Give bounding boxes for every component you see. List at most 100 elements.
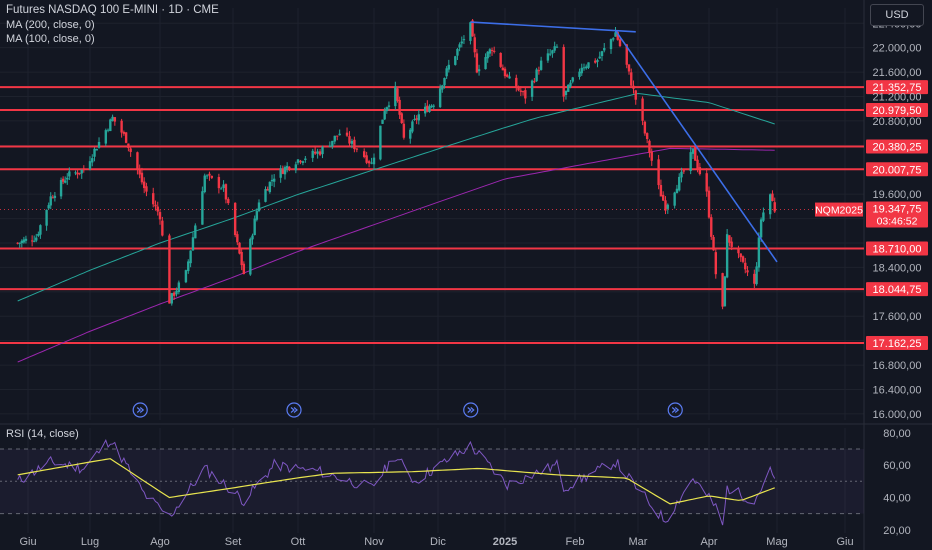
candle-body xyxy=(486,51,489,59)
candle-body xyxy=(714,252,717,275)
candle-body xyxy=(650,151,653,161)
candle-body xyxy=(331,140,334,147)
candle-body xyxy=(316,151,319,154)
level-label: 20.007,75 xyxy=(873,164,922,176)
candle-body xyxy=(299,160,302,163)
candle-body xyxy=(596,60,599,62)
candle-body xyxy=(400,113,403,124)
candle-body xyxy=(113,117,117,122)
candle-body xyxy=(424,106,427,114)
candle-body xyxy=(539,60,543,70)
ma100-legend[interactable]: MA (100, close, 0) xyxy=(6,33,95,45)
currency-button[interactable]: USD xyxy=(870,4,924,26)
candle-body xyxy=(142,181,146,189)
candle-body xyxy=(632,85,635,89)
candle-body xyxy=(205,175,209,177)
rsi-tick-label: 40,00 xyxy=(883,492,911,504)
candle-body xyxy=(641,98,644,121)
event-icon-arrow xyxy=(290,407,298,413)
y-tick-label: 16.000,00 xyxy=(873,409,922,421)
x-tick-label: Mar xyxy=(629,536,648,548)
ma200-line xyxy=(17,147,775,363)
candle-body xyxy=(51,197,54,199)
candle-body xyxy=(18,242,21,244)
candle-body xyxy=(710,217,713,237)
candle-body xyxy=(694,147,697,161)
candle-body xyxy=(362,151,366,158)
candle-body xyxy=(430,105,433,108)
candle-body xyxy=(355,148,359,150)
candle-body xyxy=(93,148,96,157)
candle-body xyxy=(659,185,663,197)
candle-body xyxy=(95,149,98,151)
candle-body xyxy=(530,80,534,97)
candle-body xyxy=(769,194,772,215)
event-icon xyxy=(132,402,148,418)
candle-body xyxy=(567,84,570,92)
candle-body xyxy=(227,199,230,204)
rsi-tick-label: 60,00 xyxy=(883,460,911,472)
level-tag xyxy=(866,335,928,350)
candle-body xyxy=(499,52,502,67)
candle-body xyxy=(648,140,651,153)
candle-body xyxy=(80,169,83,174)
candle-body xyxy=(484,57,487,70)
candle-body xyxy=(571,77,574,82)
candle-body xyxy=(61,178,65,182)
candle-body xyxy=(402,123,406,138)
candle-body xyxy=(301,161,305,163)
candle-body xyxy=(97,141,101,148)
candle-body xyxy=(224,184,228,200)
candle-body xyxy=(411,121,414,132)
candle-body xyxy=(490,49,494,51)
level-label: 21.352,75 xyxy=(873,82,922,94)
candle-body xyxy=(264,189,267,202)
candle-body xyxy=(47,205,50,209)
candle-body xyxy=(210,175,214,178)
horizontal-levels[interactable]: 21.352,75 20.979,50 20.380,25 20.007,75 18.7… xyxy=(0,80,928,350)
candle-body xyxy=(625,44,628,65)
candle-body xyxy=(598,56,601,59)
candle-body xyxy=(469,22,472,41)
candle-body xyxy=(473,37,476,53)
x-tick-label: Apr xyxy=(700,536,717,548)
candle-body xyxy=(145,186,148,192)
candle-body xyxy=(257,202,261,211)
candle-body xyxy=(587,62,590,68)
candle-body xyxy=(438,88,442,108)
axes: 16.000,00 16.400,00 16.800,00 17.600,00 18.4… xyxy=(19,18,921,548)
candle-body xyxy=(236,234,239,243)
event-icon-arrow xyxy=(136,407,145,413)
candle-body xyxy=(755,266,758,285)
candle-body xyxy=(184,270,188,283)
candle-body xyxy=(551,50,554,54)
candle-body xyxy=(456,48,459,56)
candle-body xyxy=(372,157,376,165)
y-tick-label: 17.600,00 xyxy=(873,311,922,323)
trendlines[interactable] xyxy=(470,21,778,263)
last-price-label: 19.347,75 xyxy=(873,204,922,216)
candle-body xyxy=(773,202,776,212)
candle-body xyxy=(415,118,418,120)
candle-body xyxy=(517,86,520,91)
candle-body xyxy=(447,64,451,70)
candle-body xyxy=(76,172,79,175)
y-tick-label: 19.600,00 xyxy=(873,189,922,201)
candle-body xyxy=(268,181,272,193)
symbol-tag xyxy=(815,202,863,217)
symbol-title[interactable]: Futures NASDAQ 100 E-MINI · 1D · CME xyxy=(6,4,219,16)
candle-body xyxy=(739,253,742,258)
rsi-legend[interactable]: RSI (14, close) xyxy=(6,428,79,440)
candle-body xyxy=(515,77,518,89)
candle-body xyxy=(168,235,171,304)
candle-body xyxy=(272,178,276,182)
candle-body xyxy=(666,204,669,209)
candle-body xyxy=(318,151,322,155)
candle-body xyxy=(698,167,702,175)
ma200-legend[interactable]: MA (200, close, 0) xyxy=(6,19,95,31)
candle-body xyxy=(394,86,397,107)
candle-body xyxy=(238,242,241,254)
candle-body xyxy=(68,171,71,177)
candle-body xyxy=(746,270,749,273)
